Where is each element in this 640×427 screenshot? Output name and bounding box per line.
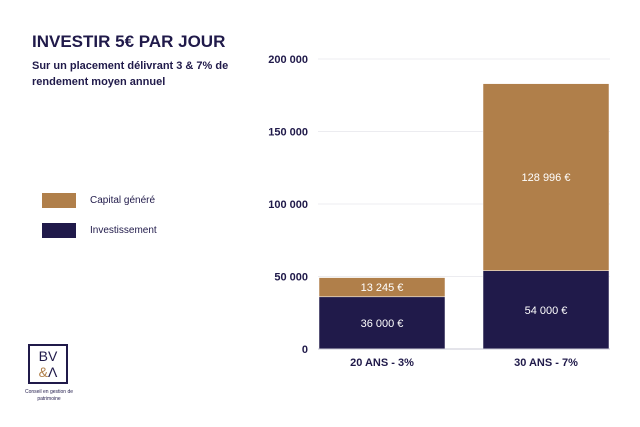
data-label: 36 000 € bbox=[361, 318, 404, 330]
bar-investissement bbox=[482, 270, 610, 350]
bar-investissement bbox=[318, 296, 446, 350]
logo: BV &Λ bbox=[28, 344, 68, 384]
legend-swatch-investissement bbox=[42, 223, 76, 238]
legend-item-capital: Capital généré bbox=[42, 193, 155, 208]
logo-tagline: Conseil en gestion de patrimoine bbox=[24, 389, 74, 402]
logo-line1: BV bbox=[38, 348, 58, 364]
data-label: 128 996 € bbox=[522, 172, 571, 184]
y-tick-label: 50 000 bbox=[274, 272, 308, 284]
legend-swatch-capital bbox=[42, 193, 76, 208]
bar-capital-généré bbox=[318, 277, 446, 298]
legend-item-investissement: Investissement bbox=[42, 223, 157, 238]
logo-lambda: Λ bbox=[47, 364, 58, 380]
x-tick-label: 20 ANS - 3% bbox=[350, 357, 414, 369]
legend-label: Investissement bbox=[90, 225, 157, 236]
data-label: 54 000 € bbox=[525, 305, 568, 317]
logo-amp: & bbox=[38, 364, 48, 380]
y-tick-label: 200 000 bbox=[268, 54, 308, 66]
bar-capital-généré bbox=[482, 83, 610, 271]
page-title: INVESTIR 5€ PAR JOUR bbox=[32, 32, 226, 51]
y-tick-label: 0 bbox=[302, 344, 308, 356]
y-tick-label: 100 000 bbox=[268, 199, 308, 211]
x-tick-label: 30 ANS - 7% bbox=[514, 357, 578, 369]
page-subtitle: Sur un placement délivrant 3 & 7% de ren… bbox=[32, 60, 229, 88]
y-tick-label: 150 000 bbox=[268, 127, 308, 139]
data-label: 13 245 € bbox=[361, 282, 404, 294]
legend-label: Capital généré bbox=[90, 195, 156, 206]
